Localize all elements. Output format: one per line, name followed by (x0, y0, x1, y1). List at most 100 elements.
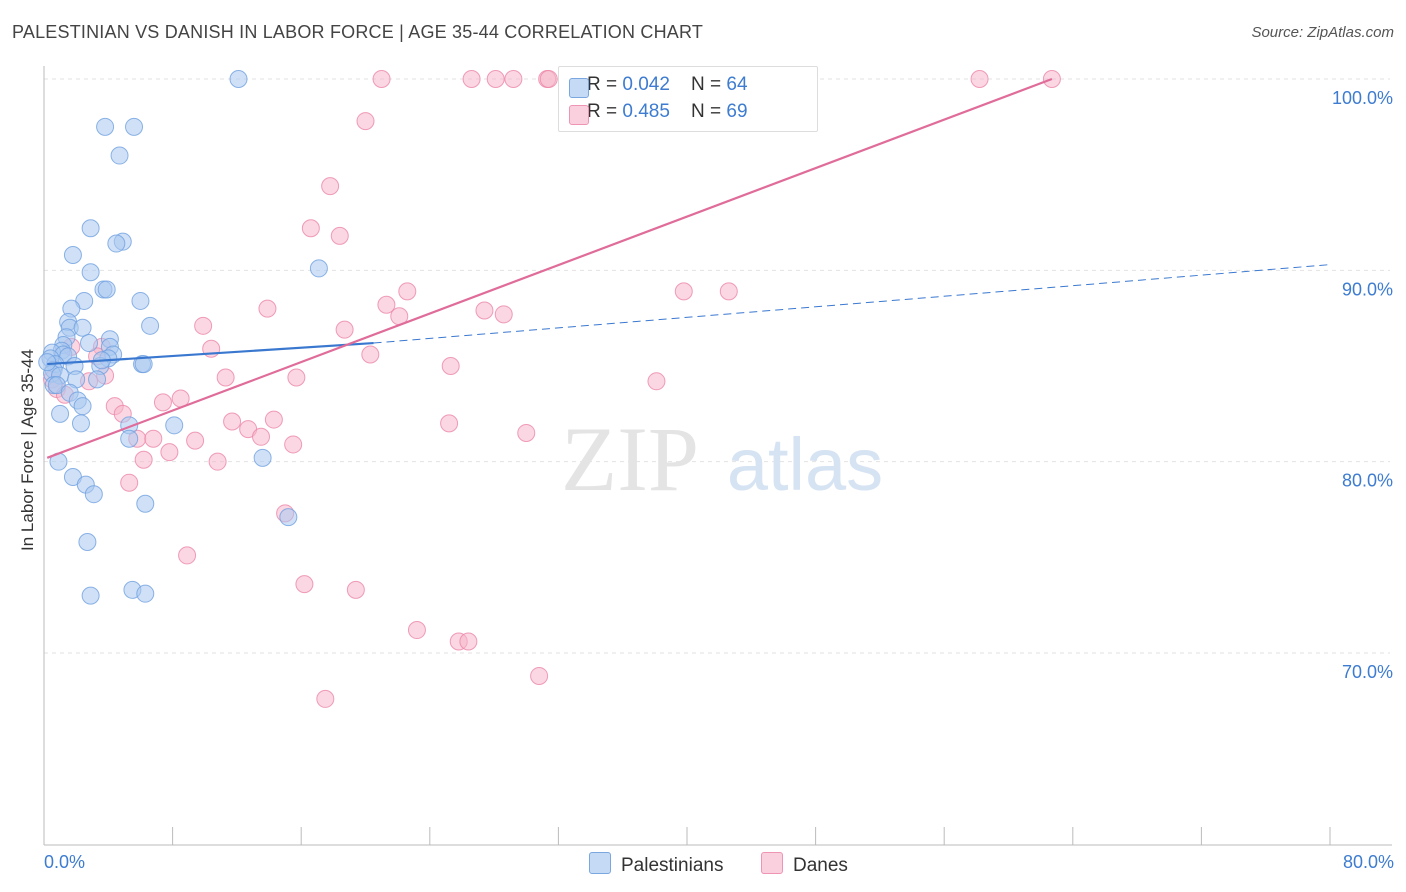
danes-point (178, 546, 197, 565)
legend-n-label: N = (691, 74, 727, 95)
watermark-zip: ZIP (561, 408, 699, 510)
legend-row-palestinians: R = 0.042 N = 64 (569, 74, 748, 100)
danes-point (223, 412, 242, 431)
danes-point (330, 226, 349, 245)
palestinians-point (136, 494, 155, 513)
danes-point (674, 282, 693, 301)
axes (43, 66, 1392, 846)
danes-point (287, 368, 306, 387)
legend-r-value: 0.042 (622, 74, 670, 95)
danes-point (719, 282, 738, 301)
danes-trend-line (46, 77, 1053, 459)
danes-point (120, 473, 139, 492)
legend-item-palestinians[interactable]: Palestinians (589, 852, 723, 878)
palestinians-point (110, 146, 129, 165)
danes-point (335, 320, 354, 339)
danes-point (321, 177, 340, 196)
danes-point (440, 414, 459, 433)
legend-r-label: R = (587, 74, 623, 95)
danes-point (530, 666, 549, 685)
palestinians-point (136, 584, 155, 603)
danes-point (494, 305, 513, 324)
danes-point (153, 393, 172, 412)
palestinians-point (141, 316, 160, 335)
palestinians-point (229, 70, 248, 88)
legend-swatch-danes (569, 105, 589, 125)
danes-point (264, 410, 283, 429)
palestinians-point (253, 448, 272, 467)
danes-point (462, 70, 481, 88)
palestinians-point (131, 291, 150, 310)
legend-n-value: 69 (726, 101, 748, 122)
danes-point (194, 316, 213, 335)
palestinians-point (165, 416, 184, 435)
danes-point (504, 70, 523, 88)
danes-point (970, 70, 989, 88)
palestinians-point (81, 263, 100, 282)
palestinians-point (97, 280, 116, 299)
y-tick-label: 80.0% (1342, 471, 1393, 491)
palestinians-trend-extension (373, 264, 1331, 344)
danes-point (301, 219, 320, 238)
legend-swatch-palestinians (569, 78, 589, 98)
trend-lines (46, 77, 1331, 459)
palestinians-point (78, 533, 97, 552)
danes-point (475, 301, 494, 320)
palestinians-point (80, 334, 99, 353)
legend-n-label: N = (691, 101, 727, 122)
palestinians-point (134, 355, 153, 374)
danes-point (160, 443, 179, 462)
x-tick-right: 80.0% (1342, 852, 1394, 872)
y-tick-label: 90.0% (1342, 279, 1393, 299)
danes-point (144, 429, 163, 448)
grid (44, 78, 1390, 654)
danes-point (441, 357, 460, 375)
danes-point (186, 431, 205, 450)
danes-point (252, 427, 271, 446)
danes-point (258, 299, 277, 318)
correlation-legend: R = 0.042 N = 64 R = 0.485 N = 69 (558, 66, 818, 132)
legend-r-value: 0.485 (622, 101, 670, 122)
legend-n-value: 64 (726, 74, 748, 95)
palestinians-point (84, 485, 103, 504)
danes-points (43, 70, 1061, 708)
danes-point (216, 368, 235, 387)
danes-point (134, 450, 153, 469)
danes-point (377, 295, 396, 314)
danes-point (316, 689, 335, 708)
danes-point (284, 435, 303, 454)
legend-swatch-palestinians (589, 852, 611, 874)
legend-row-danes: R = 0.485 N = 69 (569, 101, 748, 127)
source-label: Source: ZipAtlas.com (1251, 24, 1394, 41)
danes-point (486, 70, 505, 88)
legend-swatch-danes (761, 852, 783, 874)
danes-point (361, 345, 380, 364)
palestinians-point (38, 353, 57, 372)
danes-point (539, 70, 558, 88)
y-tick-label: 100.0% (1332, 88, 1393, 108)
danes-point (372, 70, 391, 88)
palestinians-point (81, 219, 100, 238)
x-tick-left: 0.0% (44, 852, 86, 872)
palestinians-point (88, 370, 107, 389)
danes-point (295, 575, 314, 594)
danes-point (398, 282, 417, 301)
y-tick-label: 70.0% (1342, 662, 1393, 682)
danes-point (647, 372, 666, 391)
danes-point (346, 580, 365, 599)
danes-point (517, 423, 536, 442)
legend-item-danes[interactable]: Danes (761, 852, 848, 878)
palestinians-points (38, 70, 328, 605)
legend-label: Danes (793, 855, 848, 876)
watermark: ZIP atlas (561, 408, 883, 510)
danes-point (356, 112, 375, 131)
palestinians-trend-line (47, 341, 374, 366)
palestinians-point (125, 117, 144, 136)
palestinians-point (107, 234, 126, 253)
palestinians-point (309, 259, 328, 278)
palestinians-point (73, 397, 92, 416)
watermark-atlas: atlas (727, 423, 883, 506)
palestinians-point (96, 117, 115, 136)
chart-title: PALESTINIAN VS DANISH IN LABOR FORCE | A… (12, 22, 704, 42)
